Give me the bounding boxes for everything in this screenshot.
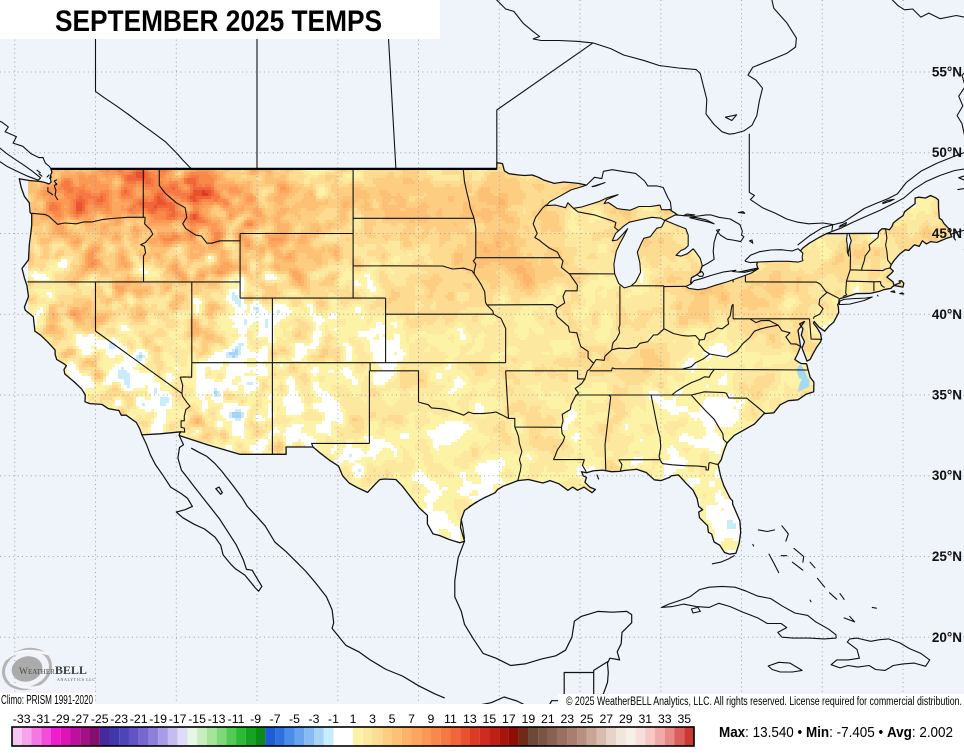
svg-text:-3: -3 — [309, 712, 320, 726]
svg-text:-21: -21 — [130, 712, 148, 726]
svg-text:7: 7 — [408, 712, 415, 726]
svg-text:13: 13 — [463, 712, 477, 726]
svg-text:SEPTEMBER 2025 TEMPS: SEPTEMBER 2025 TEMPS — [55, 5, 382, 38]
svg-text:50°N: 50°N — [932, 145, 962, 160]
svg-text:-7: -7 — [270, 712, 281, 726]
svg-text:-29: -29 — [52, 712, 70, 726]
svg-text:-19: -19 — [149, 712, 167, 726]
svg-text:1: 1 — [350, 712, 357, 726]
svg-text:25°N: 25°N — [932, 549, 962, 564]
svg-text:-15: -15 — [188, 712, 206, 726]
svg-text:30°N: 30°N — [932, 468, 962, 483]
svg-text:Max: 13.540 • Min: -7.405 • Av: Max: 13.540 • Min: -7.405 • Avg: 2.002 — [719, 724, 953, 741]
svg-text:31: 31 — [638, 712, 652, 726]
svg-text:17: 17 — [502, 712, 516, 726]
svg-text:35°N: 35°N — [932, 388, 962, 403]
svg-text:25: 25 — [580, 712, 594, 726]
svg-text:-25: -25 — [91, 712, 109, 726]
svg-text:9: 9 — [427, 712, 434, 726]
svg-text:11: 11 — [444, 712, 457, 726]
svg-text:-31: -31 — [32, 712, 50, 726]
svg-text:21: 21 — [541, 712, 555, 726]
svg-text:-33: -33 — [13, 712, 31, 726]
svg-text:-23: -23 — [110, 712, 128, 726]
svg-text:45°N: 45°N — [932, 226, 962, 241]
svg-text:-5: -5 — [289, 712, 300, 726]
svg-text:-1: -1 — [328, 712, 339, 726]
svg-text:29: 29 — [619, 712, 633, 726]
svg-text:20°N: 20°N — [932, 630, 962, 645]
svg-text:Climo: PRISM 1991-2020: Climo: PRISM 1991-2020 — [1, 693, 93, 707]
svg-text:40°N: 40°N — [932, 307, 962, 322]
svg-text:19: 19 — [522, 712, 536, 726]
svg-text:-17: -17 — [169, 712, 187, 726]
svg-text:33: 33 — [658, 712, 672, 726]
svg-text:5: 5 — [389, 712, 396, 726]
svg-text:15: 15 — [483, 712, 497, 726]
svg-text:55°N: 55°N — [932, 65, 962, 80]
svg-text:27: 27 — [599, 712, 613, 726]
svg-text:ANALYTICS LLC: ANALYTICS LLC — [57, 677, 96, 682]
svg-text:© 2025 WeatherBELL Analytics,: © 2025 WeatherBELL Analytics, LLC. All r… — [566, 696, 962, 708]
svg-text:-27: -27 — [71, 712, 89, 726]
svg-text:-9: -9 — [250, 712, 261, 726]
svg-text:3: 3 — [369, 712, 376, 726]
svg-text:23: 23 — [560, 712, 574, 726]
svg-text:-13: -13 — [208, 712, 226, 726]
svg-text:-11: -11 — [228, 712, 245, 726]
svg-text:35: 35 — [677, 712, 691, 726]
